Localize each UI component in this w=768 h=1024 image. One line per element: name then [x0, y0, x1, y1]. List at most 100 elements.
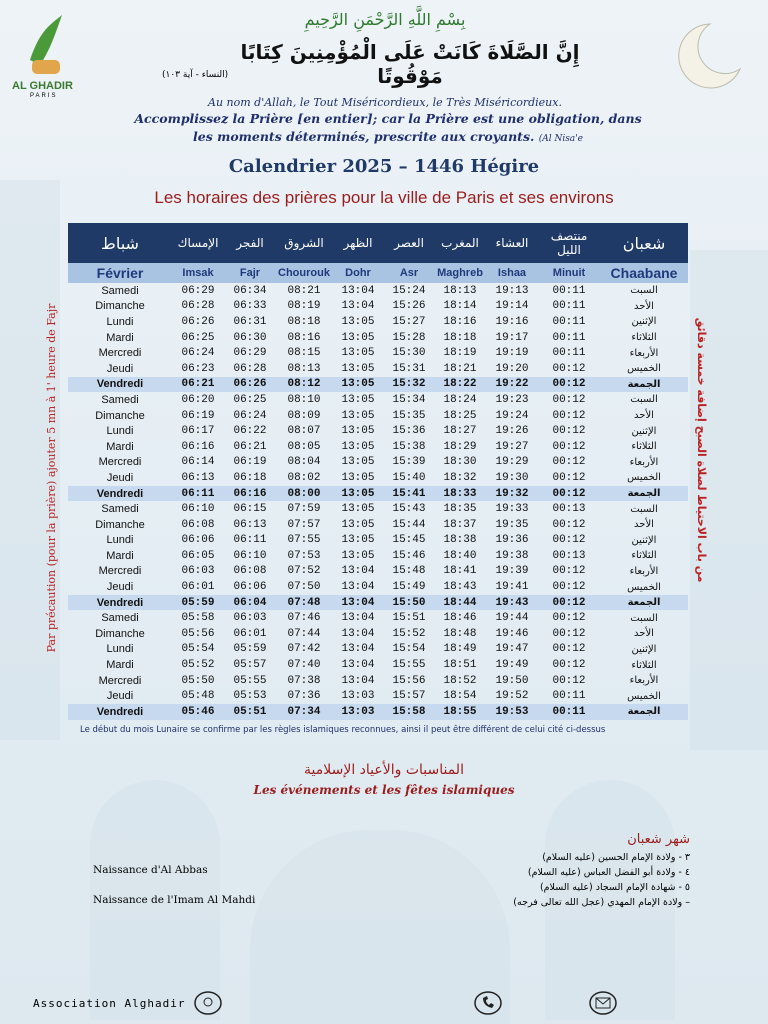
prayer-time: 15:28	[392, 331, 426, 344]
prayer-time: 06:19	[181, 409, 215, 422]
table-note: Le début du mois Lunaire se confirme par…	[80, 725, 606, 735]
prayer-time: 18:33	[434, 485, 486, 502]
prayer-time: 13:04	[341, 284, 375, 297]
table-row: Lundi 05:54 05:59 07:42 13:04 15:54 18:49 19:47…	[68, 642, 688, 658]
table-row: Mardi 06:16 06:21 08:05 13:05 15:38 18:29 19:27…	[68, 439, 688, 455]
table-row: Mardi 06:05 06:10 07:53 13:05 15:46 18:40 19:38…	[68, 548, 688, 564]
mail-icon[interactable]	[588, 990, 618, 1016]
prayer-time: 15:35	[392, 409, 426, 422]
day-fr: Mercredi	[98, 347, 142, 360]
prayer-time: 05:55	[233, 674, 267, 687]
prayer-time: 18:37	[443, 518, 477, 531]
prayer-time: 08:02	[287, 471, 321, 484]
header-ar: منتصف الليل	[538, 223, 600, 263]
day-ar: السبت	[630, 394, 658, 406]
table-row: Jeudi 06:23 06:28 08:13 13:05 15:31 18:21 19:20…	[68, 361, 688, 377]
prayer-time: 13:05	[341, 518, 375, 531]
prayer-time: 06:13	[181, 471, 215, 484]
subtitle: Les horaires des prières pour la ville d…	[154, 188, 614, 207]
day-ar: الثلاثاء	[631, 550, 657, 562]
prayer-time: 07:46	[287, 612, 321, 625]
header-fr: Dohr	[332, 263, 384, 283]
prayer-time: 00:12	[552, 393, 586, 406]
prayer-time: 08:05	[287, 440, 321, 453]
building	[0, 180, 60, 740]
prayer-time: 13:05	[341, 534, 375, 547]
day-fr: Mercredi	[98, 565, 142, 578]
prayer-time: 15:27	[392, 315, 426, 328]
prayer-time: 06:18	[233, 471, 267, 484]
prayer-time: 13:05	[341, 362, 375, 375]
prayer-time: 19:22	[486, 376, 538, 393]
prayer-time: 13:05	[341, 425, 375, 438]
prayer-time: 19:13	[495, 284, 529, 297]
prayer-time: 06:28	[233, 362, 267, 375]
day-ar: السبت	[630, 612, 658, 624]
prayer-time: 00:11	[552, 315, 586, 328]
prayer-time: 08:07	[287, 425, 321, 438]
table-row: Vendredi 05:46 05:51 07:34 13:03 15:58 18:55 19…	[68, 704, 688, 720]
table-row: Mercredi 06:14 06:19 08:04 13:05 15:39 18:30 19…	[68, 455, 688, 471]
location-icon[interactable]	[193, 990, 223, 1016]
table-row: Vendredi 06:21 06:26 08:12 13:05 15:32 18:22 19…	[68, 376, 688, 393]
prayer-time: 05:59	[172, 594, 224, 611]
table-row: Samedi 06:29 06:34 08:21 13:04 15:24 18:13 19:1…	[68, 283, 688, 299]
prayer-time: 00:12	[552, 565, 586, 578]
dome	[545, 780, 675, 1020]
prayer-time: 07:50	[287, 581, 321, 594]
prayer-time: 15:57	[392, 690, 426, 703]
day-ar: الجمعة	[600, 485, 688, 502]
table-row: Jeudi 05:48 05:53 07:36 13:03 15:57 18:54 19:52…	[68, 688, 688, 704]
verse-fr: Accomplissez la Prière [en entier]; car …	[128, 110, 648, 148]
day-fr: Vendredi	[68, 704, 172, 720]
prayer-time: 18:44	[434, 594, 486, 611]
prayer-time: 19:53	[486, 704, 538, 720]
prayer-time: 15:31	[392, 362, 426, 375]
day-ar: الإثنين	[631, 425, 657, 437]
day-ar: الثلاثاء	[631, 332, 657, 344]
table-row: Mercredi 05:50 05:55 07:38 13:04 15:56 18:52 19…	[68, 673, 688, 689]
table-row: Lundi 06:26 06:31 08:18 13:05 15:27 18:16 19:16…	[68, 314, 688, 330]
prayer-time: 06:17	[181, 425, 215, 438]
prayer-time: 15:32	[384, 376, 434, 393]
prayer-time: 13:04	[341, 627, 375, 640]
event-ar: – ولادة الإمام المهدي (عجل الله تعالى فر…	[513, 897, 690, 908]
prayer-time: 19:50	[495, 674, 529, 687]
prayer-time: 13:05	[341, 331, 375, 344]
prayer-time: 06:20	[181, 393, 215, 406]
prayer-time: 19:19	[495, 347, 529, 360]
prayer-time: 06:21	[233, 440, 267, 453]
header-fr: Minuit	[538, 263, 600, 283]
prayer-time: 18:32	[443, 471, 477, 484]
prayer-time: 05:59	[233, 643, 267, 656]
day-ar: الأربعاء	[629, 565, 659, 577]
basmala-fr: Au nom d'Allah, le Tout Miséricordieux, …	[208, 96, 562, 109]
prayer-time: 15:51	[392, 612, 426, 625]
phone-icon[interactable]	[473, 990, 503, 1016]
side-note-right: من باب الاحتياط لصلاة الصبح إضافة خمسة د…	[695, 317, 708, 583]
table-row: Samedi 06:20 06:25 08:10 13:05 15:34 18:24 19:2…	[68, 392, 688, 408]
table-row: Dimanche 06:19 06:24 08:09 13:05 15:35 18:25 19…	[68, 408, 688, 424]
prayer-time: 08:15	[287, 347, 321, 360]
prayer-time: 07:52	[287, 565, 321, 578]
prayer-time: 06:22	[233, 425, 267, 438]
prayer-time: 00:12	[552, 659, 586, 672]
prayer-time: 00:12	[538, 376, 600, 393]
prayer-time: 13:05	[341, 409, 375, 422]
prayer-time: 13:05	[341, 549, 375, 562]
footer-association: Association Alghadir	[33, 997, 186, 1010]
prayer-time: 06:25	[181, 331, 215, 344]
prayer-time: 18:43	[443, 581, 477, 594]
prayer-time: 15:30	[392, 347, 426, 360]
header-fr: Asr	[384, 263, 434, 283]
prayer-time: 13:04	[341, 300, 375, 313]
prayer-time: 06:15	[233, 503, 267, 516]
table-row: Mardi 06:25 06:30 08:16 13:05 15:28 18:18 19:17…	[68, 330, 688, 346]
prayer-time: 00:12	[552, 534, 586, 547]
prayer-time: 06:34	[233, 284, 267, 297]
prayer-time: 06:29	[181, 284, 215, 297]
prayer-time: 05:57	[233, 659, 267, 672]
prayer-time: 19:17	[495, 331, 529, 344]
prayer-time: 15:46	[392, 549, 426, 562]
